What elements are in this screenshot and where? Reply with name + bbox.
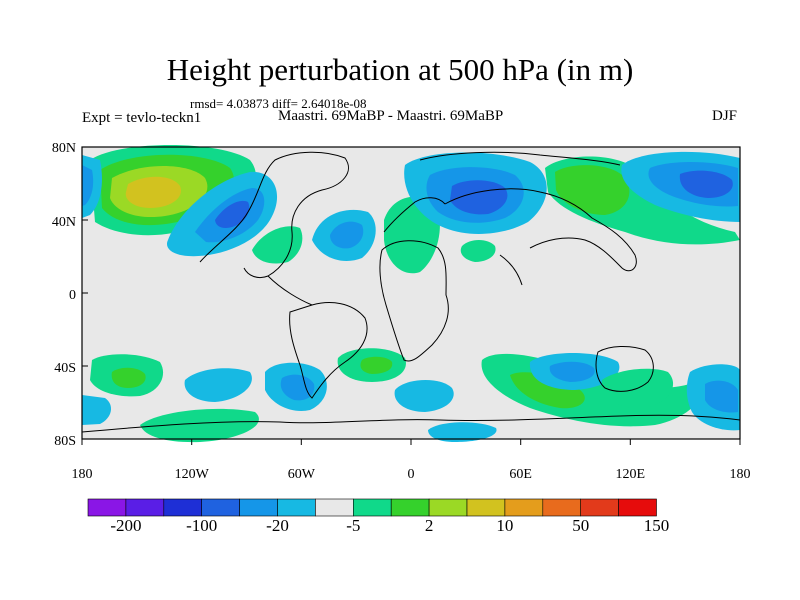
anomaly-positive-s-atlantic-west-mid — [360, 356, 393, 374]
coastline-africa — [379, 240, 449, 362]
lat-label-40n: 40N — [52, 215, 76, 230]
colorbar-swatch — [466, 498, 506, 517]
colorbar-swatch — [87, 498, 127, 517]
anomaly-positive-s-pacific-west-mid — [111, 367, 146, 388]
colorbar-swatch — [277, 498, 316, 517]
lon-label-0: 0 — [408, 467, 415, 482]
anomaly-negative-n-pacific-east-strong — [679, 170, 733, 198]
colorbar-swatch — [618, 498, 657, 517]
colorbar-label-neg20: -20 — [266, 516, 289, 535]
colorbar-swatch — [542, 498, 581, 517]
anomaly-positive-npacific-peak — [125, 176, 181, 208]
season-label: DJF — [712, 108, 738, 124]
anomaly-positive-antarctic-pacific — [140, 408, 259, 443]
anomaly-negative-s-atlantic — [394, 379, 454, 412]
coastline-india — [499, 254, 523, 286]
experiment-label: Expt = tevlo-teckn1 — [82, 110, 202, 126]
colorbar-swatch — [428, 498, 468, 517]
height-perturbation-field — [82, 145, 740, 443]
lat-label-80n: 80N — [52, 141, 76, 156]
colorbar-label-10: 10 — [496, 516, 513, 535]
colorbar-swatch — [315, 498, 354, 517]
lon-label-60w: 60W — [288, 467, 316, 482]
coastline-south-america — [289, 302, 368, 399]
lon-label-120e: 120E — [616, 467, 646, 482]
coastlines — [81, 151, 741, 433]
anomaly-negative-s-pacific-central — [184, 368, 252, 402]
longitude-ticks — [81, 439, 741, 445]
coastline-north-america — [199, 151, 349, 279]
anomaly-negative-ne-pacific-strong — [215, 200, 250, 228]
page-title: Height perturbation at 500 hPa (in m) — [166, 52, 634, 87]
colorbar-label-neg5: -5 — [346, 516, 360, 535]
coastline-australia — [595, 346, 654, 392]
anomaly-positive-arabia — [460, 240, 496, 262]
anomaly-positive-nw-pacific-mid — [555, 165, 630, 215]
lat-label-80s: 80S — [54, 434, 76, 449]
colorbar-label-150: 150 — [644, 516, 670, 535]
colorbar-swatch — [352, 498, 392, 517]
coastline-antarctica — [81, 414, 741, 433]
latitude-ticks — [82, 146, 88, 440]
stats-line: rmsd= 4.03873 diff= 2.64018e-08 — [190, 96, 367, 111]
colorbar-swatch — [504, 498, 544, 517]
anomaly-negative-west-edge-mid — [82, 165, 94, 206]
lat-label-equator: 0 — [69, 288, 76, 303]
anomaly-negative-s-pacific-west — [82, 395, 112, 425]
coastline-arctic-eurasia — [419, 151, 621, 166]
colorbar-label-2: 2 — [425, 516, 434, 535]
anomaly-negative-s-pacific-east-mid — [705, 380, 738, 413]
coastline-eurasia — [444, 188, 637, 272]
coastline-central-america — [267, 275, 313, 306]
colorbar-label-50: 50 — [572, 516, 589, 535]
anomaly-negative-s-indian-mid — [549, 361, 595, 382]
anomaly-negative-s-america-south-mid — [280, 374, 315, 401]
comparison-label: Maastri. 69MaBP - Maastri. 69MaBP — [278, 108, 504, 124]
colorbar-swatch — [125, 498, 165, 517]
lon-label-180e: 180 — [730, 467, 751, 482]
colorbar-labels: -200 -100 -20 -5 2 10 50 150 — [110, 516, 669, 535]
colorbar-swatch — [163, 498, 203, 517]
colorbar — [87, 498, 657, 517]
colorbar-swatch — [239, 498, 278, 517]
lat-label-40s: 40S — [54, 361, 76, 376]
colorbar-swatch — [580, 498, 619, 517]
lon-label-180w: 180 — [72, 467, 93, 482]
lon-label-60e: 60E — [509, 467, 532, 482]
anomaly-negative-eurasia-strong — [450, 180, 508, 215]
anomaly-positive-n-america — [252, 226, 303, 264]
anomaly-positive-s-indian-mid — [510, 372, 585, 409]
coastline-europe — [383, 197, 446, 233]
lon-label-120w: 120W — [175, 467, 210, 482]
colorbar-label-neg100: -100 — [186, 516, 217, 535]
anomaly-negative-antarctic-atlantic — [428, 422, 497, 442]
colorbar-swatch — [390, 498, 430, 517]
colorbar-swatch — [201, 498, 240, 517]
colorbar-label-neg200: -200 — [110, 516, 141, 535]
anomaly-negative-n-atlantic-mid — [330, 221, 364, 249]
